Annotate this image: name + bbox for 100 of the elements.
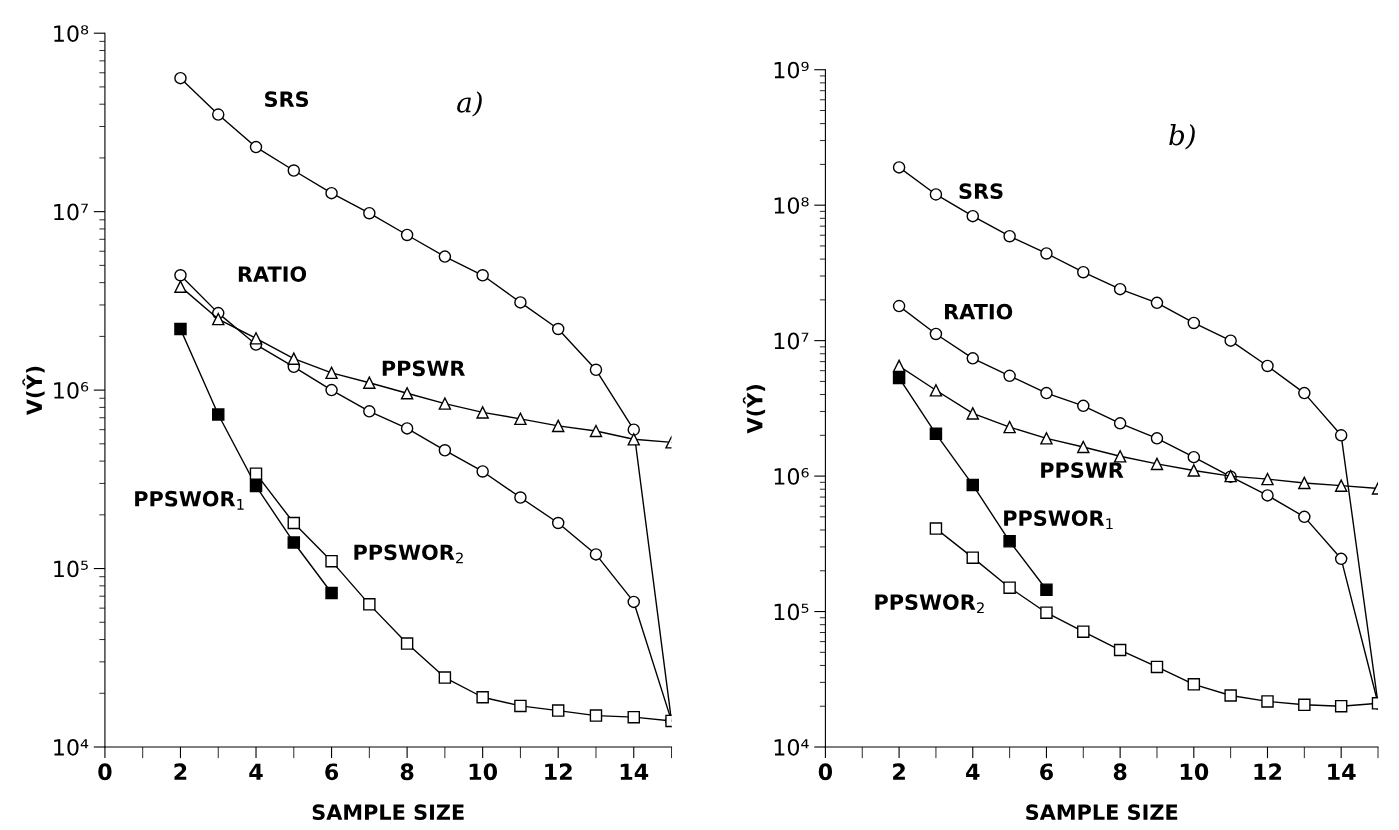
point [966, 407, 980, 420]
point [627, 710, 640, 724]
y-tick-label: 10⁵ [774, 603, 809, 621]
point [249, 479, 263, 493]
point [1040, 386, 1053, 400]
series-label: PPSWR [1041, 462, 1124, 479]
point [325, 383, 338, 397]
point [589, 548, 603, 561]
point [1298, 698, 1311, 712]
point [929, 522, 943, 535]
point [1003, 581, 1016, 594]
point [1077, 399, 1090, 413]
x-tick-label: 14 [1328, 763, 1356, 780]
point [589, 363, 603, 377]
point [551, 322, 565, 336]
point [325, 186, 338, 200]
point [211, 312, 225, 326]
point [1040, 583, 1053, 596]
x-tick-label: 14 [620, 763, 649, 780]
x-tick-label: 6 [1040, 763, 1053, 781]
point [1040, 247, 1053, 260]
point [1113, 282, 1127, 296]
y-tick-label: 10⁸ [54, 25, 89, 42]
point [1224, 689, 1237, 702]
point [1187, 450, 1201, 464]
y-tick-label: 10⁶ [54, 382, 89, 399]
point [1077, 625, 1090, 638]
point [929, 427, 943, 441]
point [929, 384, 943, 397]
point [1187, 316, 1201, 330]
point [1187, 464, 1201, 477]
x-tick-label: 4 [966, 763, 980, 780]
point [363, 206, 376, 220]
series-label: PPSWOR$_{2}$ [354, 544, 463, 564]
x-tick-label: 10 [1180, 763, 1209, 781]
y-tick-label: 10⁴ [54, 738, 89, 756]
x-tick-label: 4 [249, 763, 263, 780]
point [438, 250, 452, 263]
point [1298, 510, 1311, 524]
point [1334, 552, 1348, 566]
point [514, 296, 527, 309]
point [249, 467, 263, 480]
y-tick-label: 10⁶ [774, 468, 809, 485]
x-tick-label: 12 [545, 763, 572, 780]
point [476, 465, 489, 478]
point [476, 691, 489, 704]
point [1040, 606, 1053, 619]
series-label: RATIO [238, 266, 307, 282]
x-tick-label: 6 [325, 763, 339, 781]
point [287, 536, 301, 549]
y-tick-label: 10⁹ [774, 61, 809, 79]
point [966, 478, 980, 492]
point [551, 516, 565, 530]
series-label: RATIO [945, 303, 1013, 320]
y-tick-label: 10⁸ [774, 197, 809, 214]
point [1077, 440, 1090, 454]
point [1077, 265, 1090, 279]
point [1187, 678, 1201, 691]
point [589, 709, 603, 722]
point [514, 699, 527, 713]
x-tick-label: 2 [174, 763, 187, 780]
x-tick-label: 12 [1254, 763, 1282, 780]
point [1150, 457, 1164, 471]
point [1298, 386, 1311, 400]
point [400, 387, 414, 400]
point [174, 71, 187, 85]
point [400, 637, 414, 650]
point [1003, 229, 1016, 243]
text: a) [457, 91, 482, 117]
series-label: SRS [265, 91, 309, 108]
point [363, 405, 376, 418]
point [589, 424, 603, 438]
point [438, 671, 452, 684]
point [514, 412, 527, 426]
point [1113, 450, 1127, 463]
point [174, 322, 187, 336]
y-tick-label: 10⁴ [774, 738, 809, 756]
point [627, 423, 640, 436]
point [174, 280, 187, 293]
point [1334, 429, 1348, 442]
x-tick-label: 0 [98, 763, 112, 781]
x-tick-label: 0 [818, 763, 833, 781]
y-tick-label: 10⁷ [774, 332, 809, 350]
series-label: PPSWOR$_{2}$ [875, 594, 984, 614]
y-axis-title: V(Ŷ) [22, 366, 45, 416]
point [211, 408, 225, 421]
series-label: PPSWOR$_{1}$ [135, 490, 244, 510]
point [363, 376, 376, 389]
point [1261, 359, 1274, 373]
point [400, 422, 414, 435]
point [1150, 660, 1164, 674]
point [1261, 472, 1274, 486]
point [1334, 699, 1348, 713]
point [1261, 695, 1274, 708]
point [966, 352, 980, 365]
x-axis-title: SAMPLE SIZE [312, 804, 464, 821]
point [325, 586, 338, 600]
y-tick-label: 10⁷ [54, 203, 88, 221]
point [966, 209, 980, 223]
point [1298, 476, 1311, 490]
